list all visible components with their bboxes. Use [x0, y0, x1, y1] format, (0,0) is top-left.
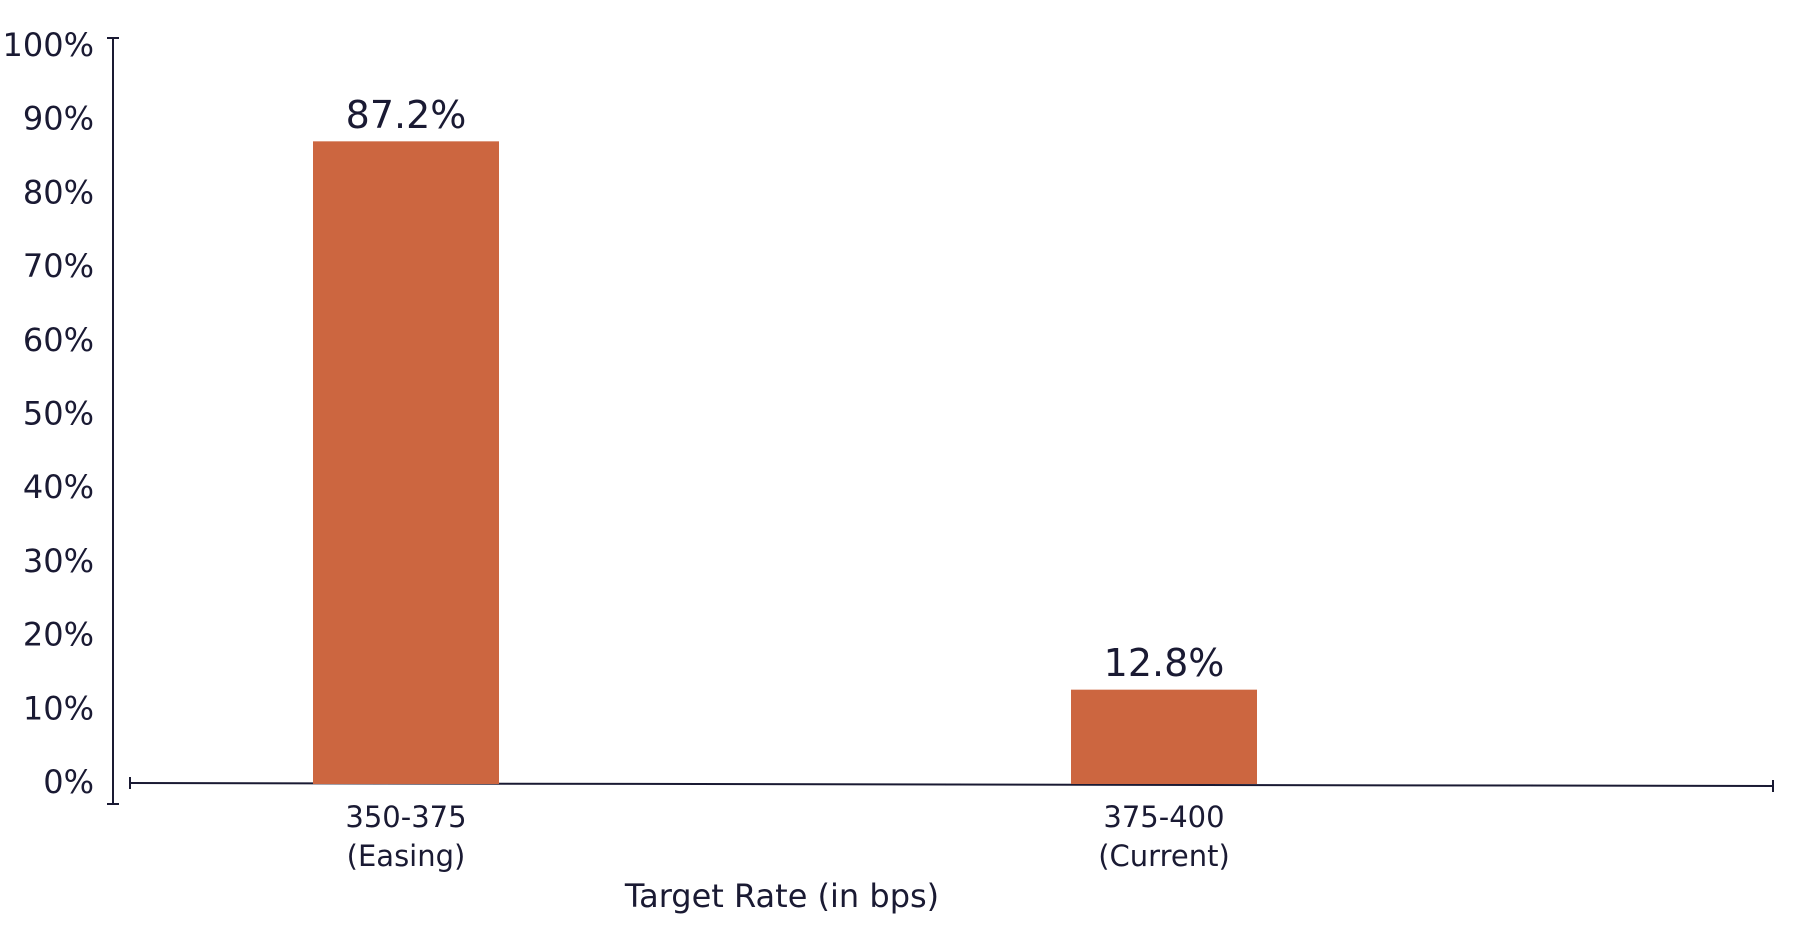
y-tick-label: 70% — [23, 247, 94, 285]
x-axis-label: Target Rate (in bps) — [624, 877, 939, 915]
x-tick-label: 375-400 (Current) — [1098, 800, 1230, 873]
y-tick-label: 20% — [23, 616, 94, 654]
y-tick-label: 60% — [23, 321, 94, 359]
data-label: 12.8% — [1104, 641, 1225, 685]
y-tick-label: 80% — [23, 173, 94, 211]
y-tick-label: 50% — [23, 395, 94, 433]
y-tick-label: 30% — [23, 542, 94, 580]
data-label: 87.2% — [346, 93, 467, 137]
y-tick-label: 10% — [23, 689, 94, 727]
x-tick-label: 350-375 (Easing) — [345, 800, 467, 873]
y-tick-label: 90% — [23, 100, 94, 138]
bar — [1071, 689, 1257, 784]
y-tick-label: 40% — [23, 468, 94, 506]
bar — [313, 141, 499, 784]
y-tick-label: 0% — [43, 763, 94, 801]
y-tick-label: 100% — [3, 26, 94, 64]
